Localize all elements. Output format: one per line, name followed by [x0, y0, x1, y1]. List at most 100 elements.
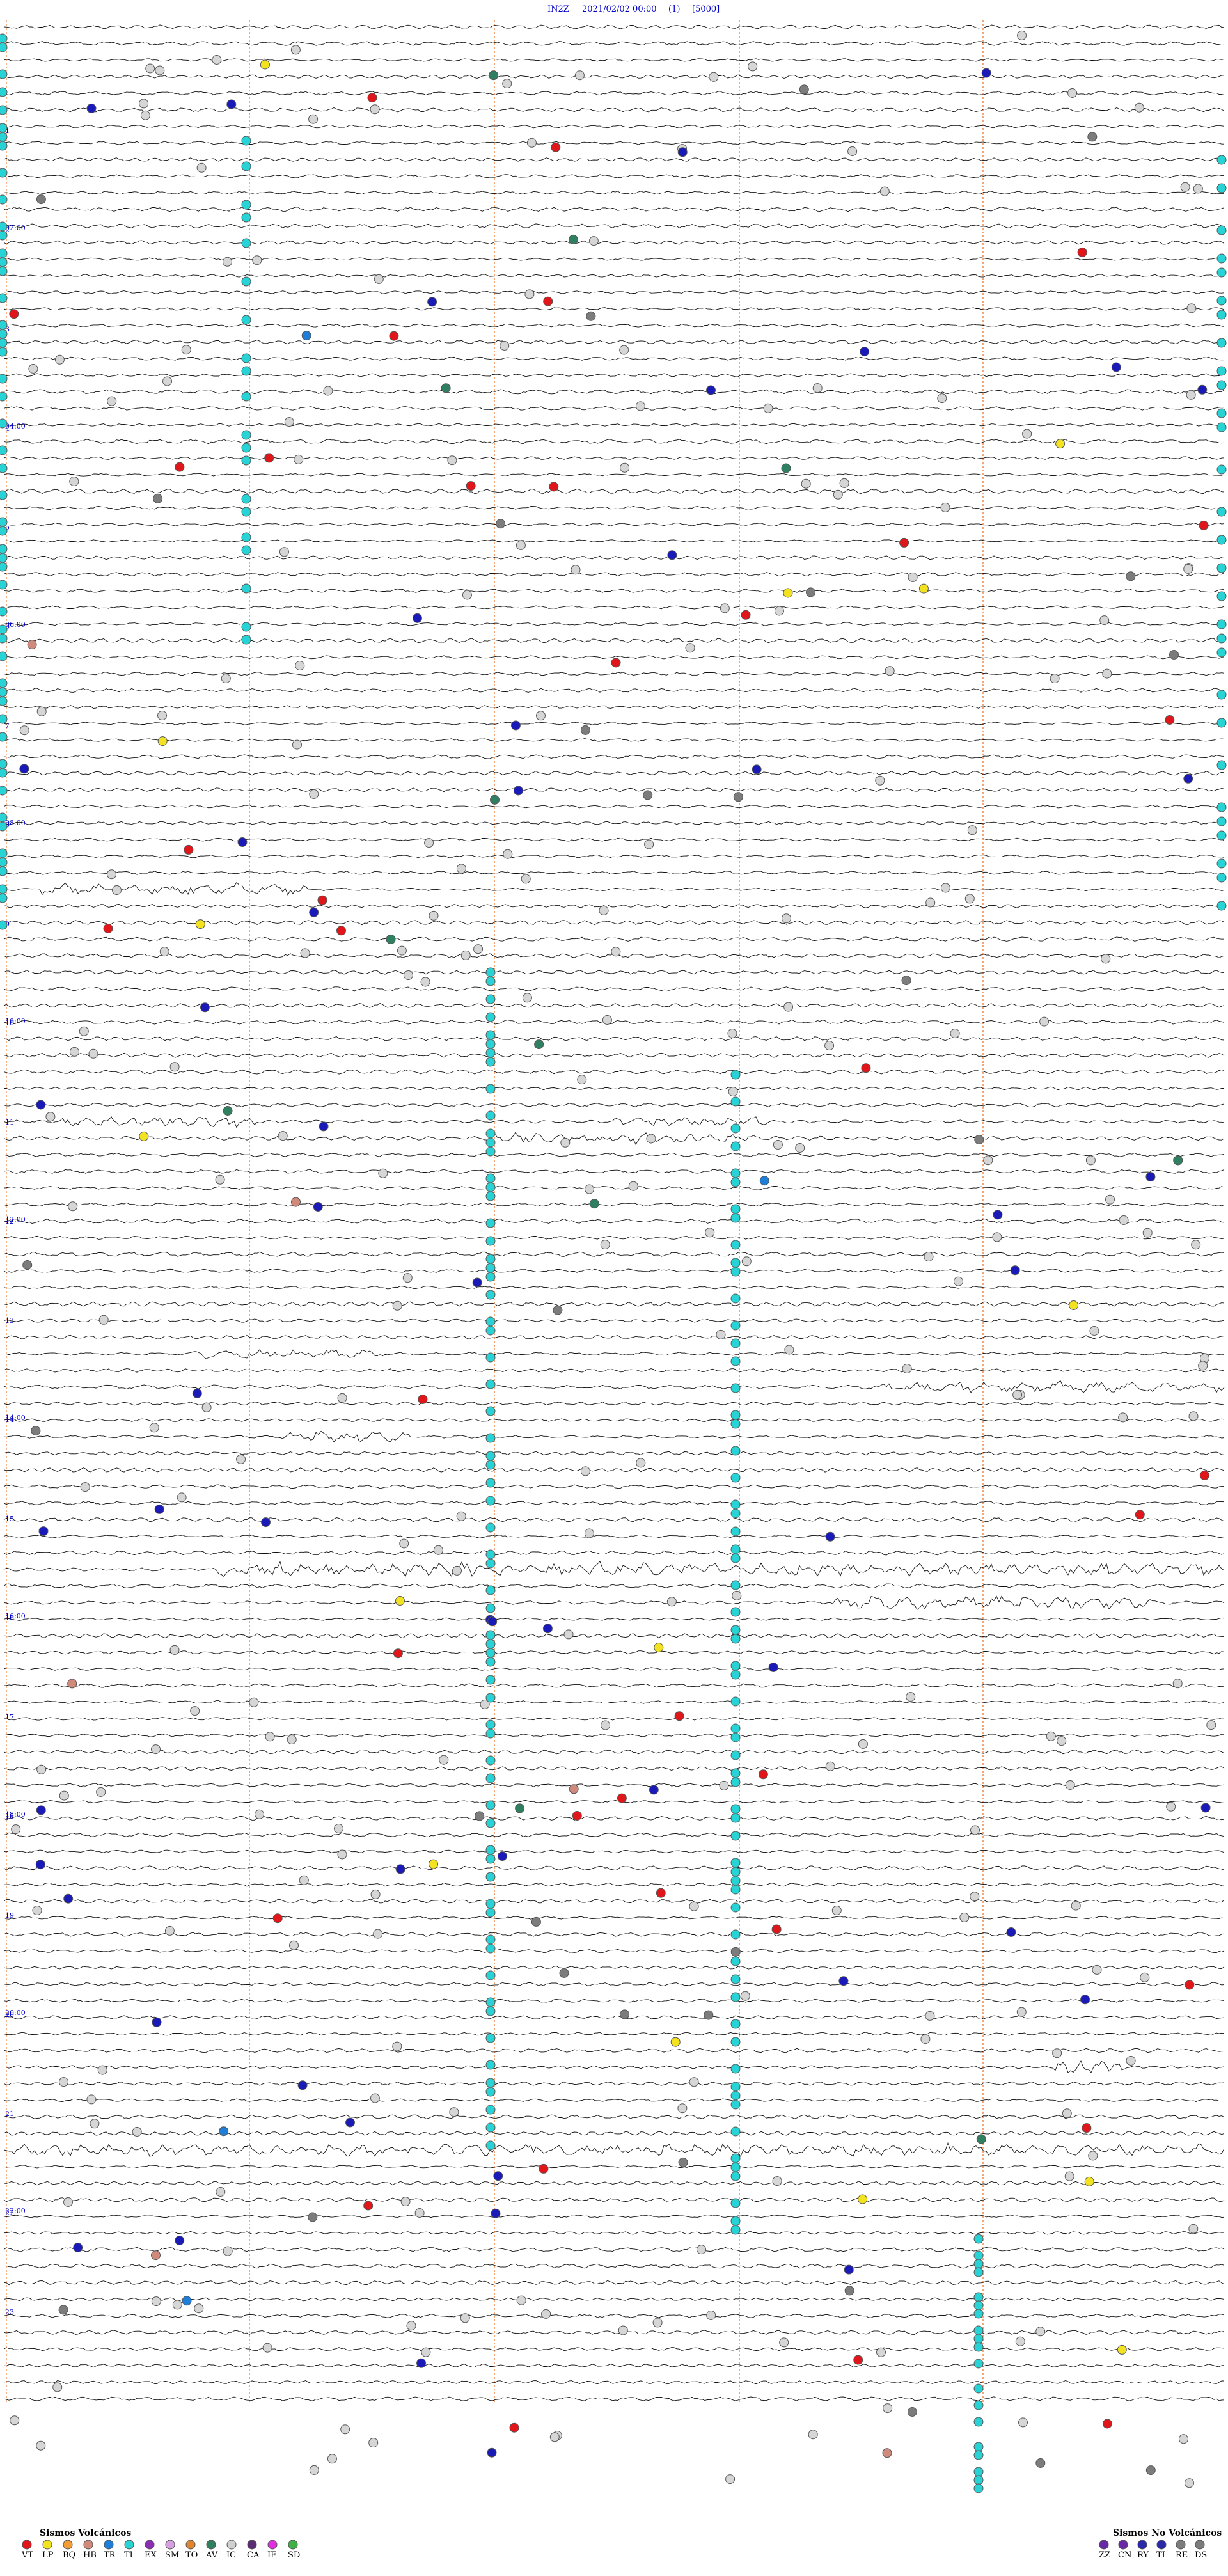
- event-marker: [1216, 183, 1227, 193]
- event-marker: [45, 1112, 56, 1122]
- event-marker: [485, 1639, 496, 1649]
- event-marker: [201, 1402, 212, 1412]
- event-marker: [1101, 954, 1111, 964]
- event-marker: [441, 383, 451, 393]
- seismic-trace: [3, 323, 1225, 328]
- event-marker: [1216, 464, 1227, 475]
- seismic-trace: [3, 240, 1225, 245]
- seismic-trace: [3, 1865, 1225, 1871]
- line-number: 16: [5, 1614, 14, 1622]
- event-marker: [993, 1210, 1003, 1220]
- event-marker: [1118, 2540, 1128, 2550]
- seismic-trace: [3, 1268, 1225, 1273]
- event-marker: [730, 2090, 741, 2101]
- event-marker: [0, 141, 8, 151]
- event-marker: [970, 1892, 980, 1902]
- event-marker: [730, 2082, 741, 2092]
- seismic-trace: [3, 805, 1225, 809]
- event-marker: [196, 162, 207, 173]
- event-marker: [1156, 2540, 1167, 2550]
- event-marker: [272, 1913, 283, 1924]
- legend-item-hb: HB: [83, 2550, 97, 2560]
- event-marker: [704, 2010, 714, 2020]
- event-marker: [1216, 647, 1227, 658]
- event-marker: [212, 55, 222, 65]
- legend-item-ex: EX: [145, 2550, 157, 2560]
- event-marker: [730, 1634, 741, 1644]
- hour-label: 20:00: [5, 2009, 26, 2017]
- seismic-trace: [4, 1650, 1225, 1655]
- event-marker: [577, 1075, 587, 1085]
- event-marker: [706, 2311, 716, 2320]
- line-number: 12: [5, 1217, 14, 1226]
- event-marker: [1185, 2478, 1194, 2488]
- event-marker: [1216, 563, 1227, 573]
- event-marker: [510, 720, 521, 731]
- event-marker: [1216, 155, 1227, 165]
- event-marker: [858, 2194, 868, 2204]
- seismic-trace: [3, 191, 1225, 195]
- event-marker: [601, 1720, 611, 1730]
- legend-item-sm: SM: [165, 2550, 179, 2560]
- event-marker: [553, 1305, 563, 1315]
- seismic-trace: [3, 223, 1225, 228]
- event-marker: [255, 1809, 264, 1819]
- event-marker: [730, 1974, 741, 1984]
- event-marker: [730, 1356, 741, 1366]
- event-marker: [154, 1504, 164, 1514]
- seismic-trace: [3, 688, 1225, 693]
- event-marker: [63, 2540, 73, 2550]
- event-marker: [589, 1199, 599, 1209]
- event-marker: [1216, 690, 1227, 700]
- event-marker: [0, 714, 8, 724]
- event-marker: [165, 2540, 175, 2550]
- event-marker: [485, 1316, 496, 1327]
- seismic-trace: [3, 1467, 1225, 1473]
- line-number: 15: [5, 1515, 14, 1523]
- event-marker: [1195, 2540, 1205, 2550]
- event-marker: [363, 2201, 374, 2211]
- event-marker: [241, 161, 251, 171]
- event-marker: [485, 1030, 496, 1040]
- event-marker: [824, 1041, 835, 1050]
- event-marker: [480, 1699, 490, 1709]
- event-marker: [215, 1174, 225, 1185]
- event-marker: [88, 1048, 98, 1059]
- event-marker: [0, 490, 8, 500]
- event-marker: [1006, 1927, 1016, 1937]
- event-marker: [36, 706, 47, 716]
- event-marker: [0, 920, 8, 930]
- event-marker: [1216, 901, 1227, 911]
- event-marker: [80, 1482, 90, 1492]
- event-marker: [1216, 380, 1227, 390]
- event-marker: [901, 976, 911, 986]
- event-marker: [54, 354, 65, 365]
- event-marker: [485, 967, 496, 977]
- event-marker: [472, 1277, 482, 1288]
- event-marker: [485, 1128, 496, 1139]
- event-marker: [730, 1258, 741, 1268]
- event-marker: [0, 329, 8, 339]
- event-marker: [0, 230, 8, 241]
- event-marker: [730, 2162, 741, 2172]
- seismic-trace: [3, 207, 1225, 212]
- event-marker: [96, 1787, 106, 1797]
- event-marker: [730, 1338, 741, 1348]
- seismic-trace: [3, 539, 1225, 543]
- event-marker: [424, 838, 434, 848]
- event-marker: [299, 1875, 309, 1885]
- event-marker: [602, 1015, 612, 1025]
- event-marker: [226, 99, 237, 109]
- event-marker: [36, 2440, 46, 2451]
- event-marker: [73, 2243, 83, 2252]
- legend-nonvolcanic: Sismos No Volcánicos ZZ CN RY TL RE DS: [1099, 2528, 1222, 2560]
- event-marker: [489, 70, 499, 81]
- event-marker: [730, 1956, 741, 1966]
- legend-item-tr: TR: [104, 2550, 116, 2560]
- event-marker: [1052, 2048, 1062, 2058]
- seismic-trace: [3, 2131, 1225, 2136]
- event-marker: [485, 1755, 496, 1766]
- event-marker: [649, 1785, 659, 1795]
- event-marker: [1069, 1300, 1079, 1310]
